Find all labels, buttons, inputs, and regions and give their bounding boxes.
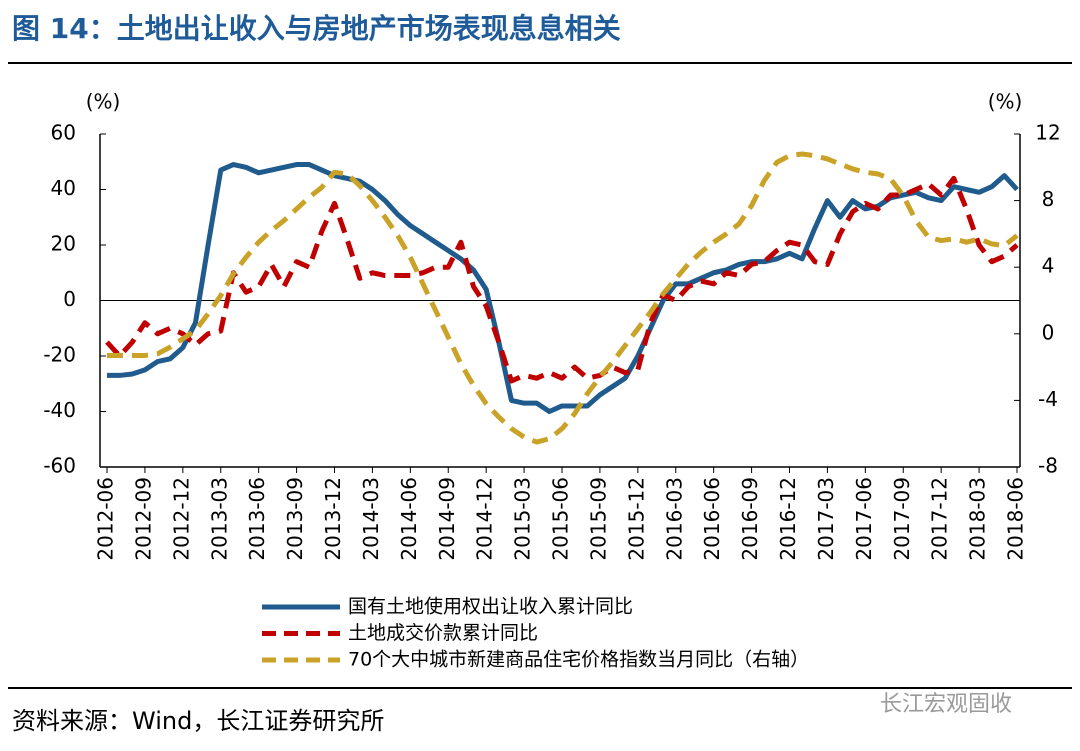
y2-tick-label: -8	[1038, 454, 1058, 478]
x-tick-label: 2015-12	[624, 477, 648, 561]
x-tick-label: 2013-12	[321, 477, 345, 561]
series-line	[105, 175, 1019, 384]
x-tick-label: 2014-06	[397, 477, 421, 561]
x-tick-label: 2016-06	[700, 477, 724, 561]
x-tick-label: 2015-03	[511, 477, 535, 561]
y-tick-label: -20	[43, 343, 76, 367]
y2-tick-label: 12	[1035, 121, 1060, 145]
x-tick-label: 2014-09	[435, 477, 459, 561]
y-tick-label: -60	[43, 454, 76, 478]
x-tick-label: 2012-06	[94, 477, 118, 561]
source: 资料来源：Wind，长江证券研究所	[12, 707, 384, 735]
y-tick-label: 40	[51, 176, 76, 200]
legend-label: 国有土地使用权出让收入累计同比	[348, 596, 633, 618]
x-tick-label: 2014-03	[359, 477, 383, 561]
x-tick-label: 2016-03	[662, 477, 686, 561]
x-tick-label: 2012-12	[169, 477, 193, 561]
watermark: 长江宏观固收	[880, 692, 1012, 717]
y2-tick-label: 8	[1042, 187, 1055, 211]
legend-label: 70个大中城市新建商品住宅价格指数当月同比（右轴）	[348, 649, 809, 671]
y2-tick-label: -4	[1038, 387, 1058, 411]
x-tick-label: 2017-06	[852, 477, 876, 561]
chart-title: 图 14：土地出让收入与房地产市场表现息息相关	[12, 12, 621, 45]
y-tick-label: 0	[63, 287, 76, 311]
x-tick-label: 2015-06	[549, 477, 573, 561]
x-tick-label: 2016-09	[738, 477, 762, 561]
series-line	[107, 151, 1019, 445]
y-tick-label: -40	[43, 398, 76, 422]
x-tick-label: 2018-03	[966, 477, 990, 561]
y-axis-label: (%)	[86, 90, 121, 114]
y2-tick-label: 0	[1042, 320, 1055, 344]
y-tick-label: 60	[51, 121, 76, 145]
x-tick-label: 2015-09	[586, 477, 610, 561]
x-tick-label: 2012-09	[131, 477, 155, 561]
x-tick-label: 2013-09	[283, 477, 307, 561]
x-tick-label: 2018-06	[1004, 477, 1028, 561]
series-line	[107, 162, 1019, 414]
legend-label: 土地成交价款累计同比	[348, 622, 538, 644]
x-tick-label: 2013-03	[207, 477, 231, 561]
y2-axis-label: (%)	[988, 90, 1023, 114]
x-tick-label: 2013-06	[245, 477, 269, 561]
x-tick-label: 2014-12	[473, 477, 497, 561]
x-tick-label: 2017-09	[890, 477, 914, 561]
x-tick-label: 2017-12	[928, 477, 952, 561]
y2-tick-label: 4	[1042, 254, 1055, 278]
y-tick-label: 20	[51, 232, 76, 256]
x-tick-label: 2017-03	[814, 477, 838, 561]
x-tick-label: 2016-12	[776, 477, 800, 561]
